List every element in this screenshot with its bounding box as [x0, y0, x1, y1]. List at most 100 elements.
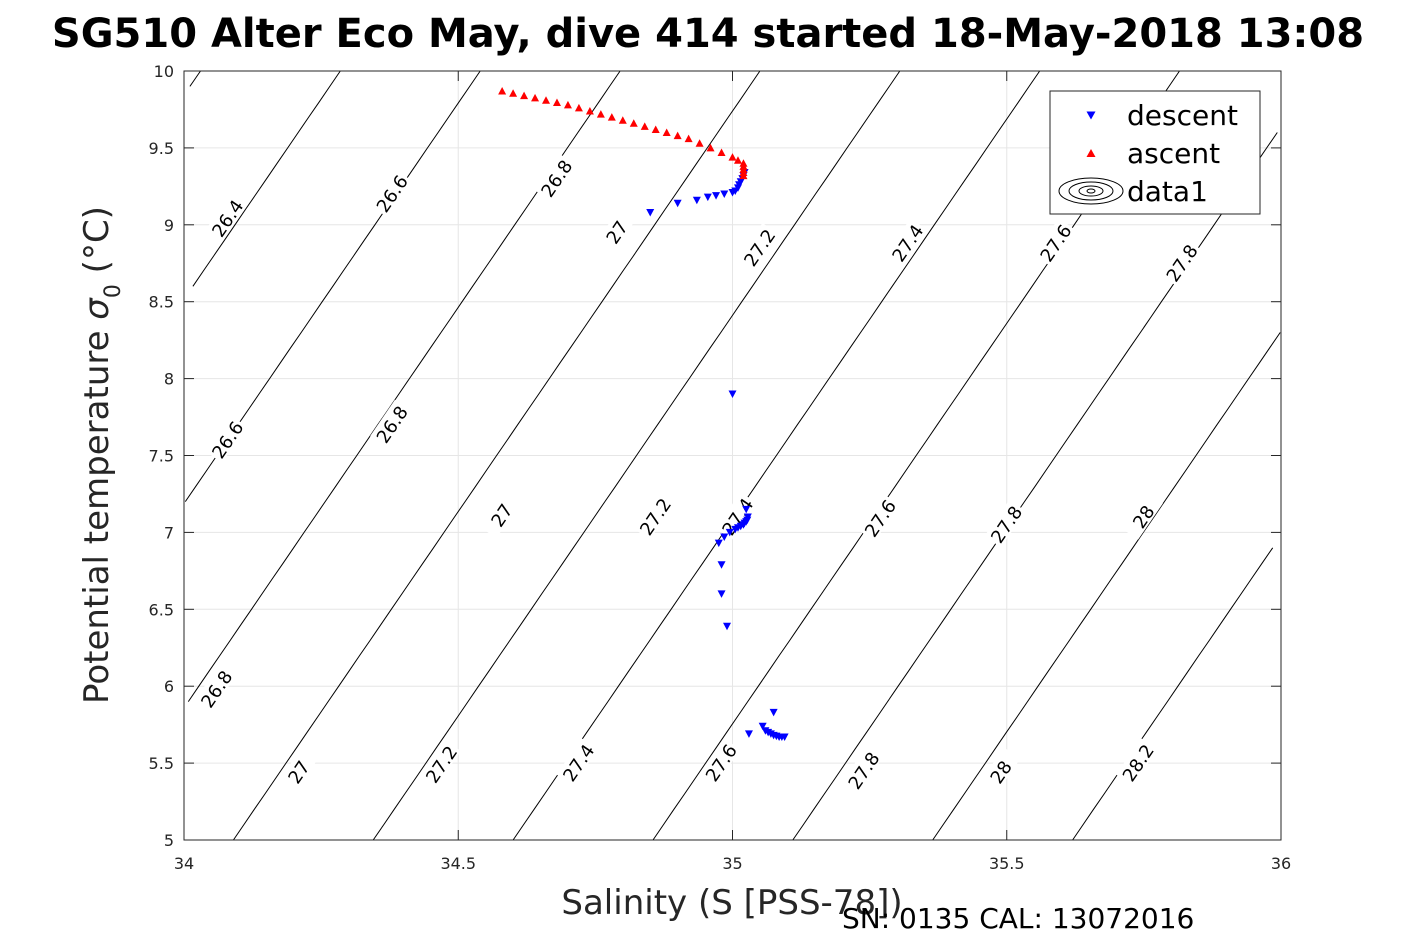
- legend-label-ascent: ascent: [1127, 137, 1220, 170]
- y-tick-label: 8: [164, 370, 174, 389]
- data-point-ascent: [717, 148, 726, 157]
- data-point-ascent: [596, 110, 605, 118]
- data-point-ascent: [531, 93, 540, 102]
- data-point-descent: [712, 192, 721, 200]
- data-point-ascent: [662, 128, 671, 137]
- data-point-ascent: [640, 122, 649, 130]
- data-point-ascent: [739, 171, 748, 180]
- data-point-ascent: [585, 106, 594, 115]
- data-point-ascent: [728, 153, 737, 161]
- data-point-ascent: [574, 103, 583, 112]
- series-ascent: [498, 86, 748, 180]
- y-tick-label: 5.5: [149, 754, 174, 773]
- data-point-descent: [646, 208, 655, 217]
- legend-marker-descent: [1086, 111, 1096, 120]
- contour-label-bg: [841, 745, 884, 794]
- legend-marker-ascent: [1086, 149, 1096, 157]
- data-point-descent: [769, 708, 778, 717]
- y-tick-label: 5: [164, 831, 174, 850]
- isopycnal-line: [232, 70, 761, 841]
- y-tick-label: 10: [154, 62, 174, 81]
- data-point-ascent: [733, 156, 742, 164]
- data-point-descent: [743, 513, 752, 522]
- data-point-descent: [673, 199, 682, 208]
- contour-label-bg: [370, 399, 412, 448]
- data-point-ascent: [498, 86, 507, 95]
- contour-label-bg: [479, 490, 522, 539]
- data-point-descent: [743, 516, 752, 525]
- contour-label-bg: [715, 492, 758, 540]
- contour-label-bg: [194, 664, 236, 712]
- contour-label-bg: [276, 747, 319, 795]
- data-point-ascent: [509, 89, 518, 97]
- data-point-ascent: [695, 139, 704, 147]
- contour-label-bg: [1033, 218, 1076, 266]
- x-axis-ticks: 34 34.5 35 35.5 36: [174, 71, 1291, 873]
- x-tick-label: 34.5: [440, 854, 476, 873]
- contour-label-bg: [978, 747, 1021, 795]
- data-point-ascent: [629, 119, 638, 127]
- contour-label-bg: [419, 739, 461, 788]
- contour-label-bg: [1116, 738, 1158, 786]
- contour-label-bg: [1159, 238, 1202, 286]
- data-point-ascent: [607, 113, 616, 121]
- data-series: [498, 86, 789, 741]
- isopycnal-line: [1072, 547, 1274, 841]
- legend: descent ascent data1: [1049, 90, 1261, 215]
- contour-label-bg: [370, 169, 412, 217]
- x-axis-label: Salinity (S [PSS-78]): [561, 883, 902, 923]
- contour-label: 28: [1121, 492, 1163, 540]
- x-tick-label: 35.5: [989, 854, 1025, 873]
- x-tick-label: 36: [1271, 854, 1291, 873]
- data-point-descent: [703, 193, 712, 202]
- data-point-descent: [725, 528, 734, 537]
- density-contours: [184, 70, 1281, 841]
- data-point-ascent: [684, 134, 693, 143]
- isopycnal-line: [932, 332, 1281, 841]
- y-axis-label-unit: (°C): [77, 206, 117, 284]
- contour-label-bg: [205, 193, 247, 242]
- x-tick-label: 34: [174, 854, 194, 873]
- data-point-ascent: [651, 125, 660, 133]
- data-point-descent: [758, 722, 767, 731]
- y-axis-ticks: 5 5.5 6 6.5 7 7.5 8 8.5 9 9.5 10: [149, 62, 1281, 850]
- y-tick-label: 9.5: [149, 139, 174, 158]
- contour-label-bg: [885, 218, 928, 266]
- isopycnal-line: [372, 70, 901, 841]
- data-point-ascent: [706, 143, 715, 152]
- data-point-descent: [720, 533, 729, 542]
- data-point-ascent: [542, 96, 551, 104]
- data-point-descent: [744, 730, 753, 738]
- legend-label-descent: descent: [1127, 99, 1238, 132]
- data-point-descent: [780, 733, 789, 741]
- y-axis-label-main: Potential temperature: [77, 320, 117, 704]
- contour-label-bg: [858, 493, 900, 542]
- y-tick-label: 6: [164, 677, 174, 696]
- y-tick-label: 7.5: [149, 447, 174, 466]
- data-point-ascent: [563, 100, 572, 109]
- serial-calibration-note: SN: 0135 CAL: 13072016: [842, 902, 1194, 935]
- data-point-descent: [742, 505, 751, 514]
- legend-box: [1049, 90, 1261, 215]
- data-point-descent: [720, 190, 729, 199]
- data-point-descent: [717, 590, 726, 598]
- isopycnal-line: [192, 70, 341, 287]
- contour-label-bg: [556, 738, 598, 786]
- contour-label-bg: [205, 415, 247, 463]
- data-point-descent: [692, 196, 701, 205]
- legend-label-data1: data1: [1127, 175, 1208, 208]
- y-axis-label-subscript: 0: [101, 284, 126, 298]
- y-tick-label: 6.5: [149, 600, 174, 619]
- data-point-descent: [723, 622, 732, 631]
- contour-label-bg: [594, 207, 637, 256]
- x-tick-label: 35: [722, 854, 742, 873]
- data-point-descent: [728, 390, 737, 398]
- contour-label-bg: [534, 153, 577, 202]
- contour-label-bg: [737, 222, 779, 271]
- data-point-ascent: [520, 91, 529, 100]
- isopycnal-line: [512, 70, 1041, 841]
- y-axis-label: Potential temperature σ0 (°C): [77, 206, 126, 704]
- y-tick-label: 7: [164, 523, 174, 542]
- y-tick-label: 8.5: [149, 293, 174, 312]
